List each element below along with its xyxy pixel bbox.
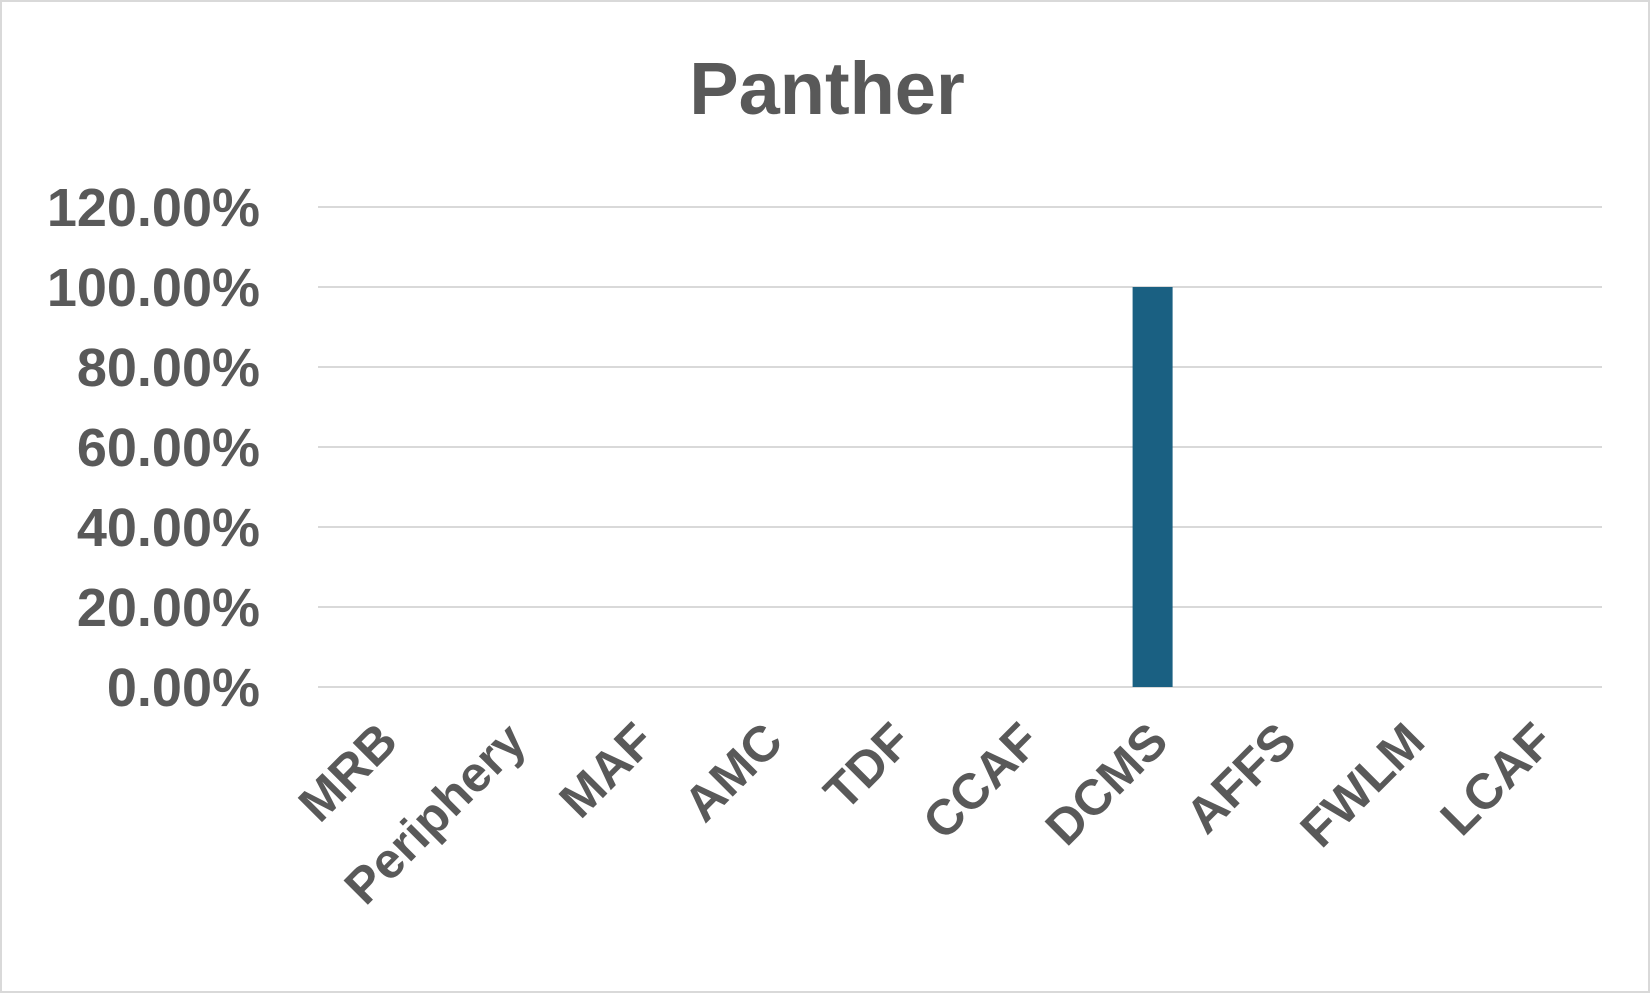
gridlines <box>318 206 1602 688</box>
y-tick-label: 60.00% <box>77 418 260 478</box>
y-tick-label: 40.00% <box>77 498 260 558</box>
x-category-label: MRB <box>288 712 408 832</box>
x-category-label: TDF <box>813 712 921 820</box>
chart-title: Panther <box>689 47 965 130</box>
bar-dcms <box>1132 287 1173 687</box>
y-tick-label: 120.00% <box>47 178 260 238</box>
y-tick-label: 100.00% <box>47 258 260 318</box>
x-category-label: AMC <box>673 712 793 832</box>
bars <box>1132 287 1173 687</box>
y-tick-label: 80.00% <box>77 338 260 398</box>
y-axis-tick-labels: 0.00% 20.00% 40.00% 60.00% 80.00% 100.00% 120.… <box>47 178 260 718</box>
x-category-label: LCAF <box>1430 712 1564 846</box>
x-category-label: AFFS <box>1175 712 1307 844</box>
x-category-label: CCAF <box>912 712 1050 850</box>
x-category-label: MAF <box>549 712 665 828</box>
x-category-label: FWLM <box>1290 712 1436 858</box>
x-category-label: DCMS <box>1035 712 1179 856</box>
y-tick-label: 0.00% <box>107 658 260 718</box>
y-tick-label: 20.00% <box>77 578 260 638</box>
